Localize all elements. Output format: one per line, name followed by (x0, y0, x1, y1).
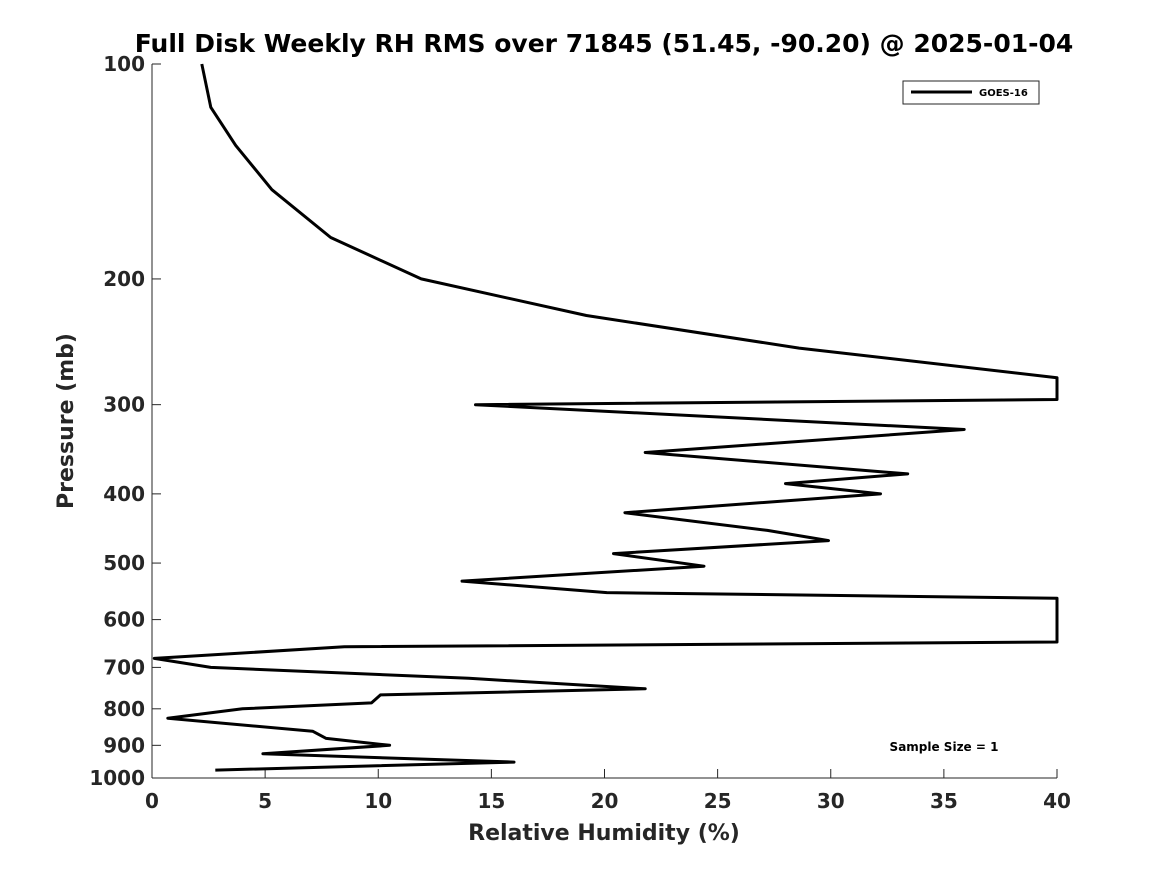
y-tick-label: 800 (103, 697, 145, 721)
y-tick-label: 500 (103, 551, 145, 575)
y-tick-label: 700 (103, 655, 145, 679)
y-tick-label: 900 (103, 733, 145, 757)
y-axis-ticks: 100 200 300 400 500 600 700 800 900 1000 (89, 52, 161, 790)
sample-size-annotation: Sample Size = 1 (890, 740, 999, 754)
x-tick-label: 5 (258, 789, 272, 813)
x-axis-label: Relative Humidity (%) (468, 821, 740, 846)
y-tick-label: 100 (103, 52, 145, 76)
x-tick-label: 20 (591, 789, 619, 813)
y-tick-label: 600 (103, 608, 145, 632)
x-tick-label: 30 (817, 789, 845, 813)
x-tick-label: 0 (145, 789, 159, 813)
series-line-goes-16 (152, 63, 1059, 772)
series-layer (152, 63, 1059, 772)
x-tick-label: 35 (930, 789, 958, 813)
x-tick-label: 10 (364, 789, 392, 813)
y-tick-label: 1000 (89, 766, 145, 790)
x-tick-label: 15 (477, 789, 505, 813)
y-tick-label: 400 (103, 482, 145, 506)
x-tick-label: 25 (704, 789, 732, 813)
y-tick-label: 200 (103, 267, 145, 291)
y-tick-label: 300 (103, 393, 145, 417)
x-axis-ticks: 0 5 10 15 20 25 30 35 40 (145, 769, 1071, 813)
y-axis-label: Pressure (mb) (54, 333, 79, 509)
legend-label-goes16: GOES-16 (979, 88, 1028, 99)
x-tick-label: 40 (1043, 789, 1071, 813)
legend: GOES-16 (902, 80, 1040, 105)
chart-title: Full Disk Weekly RH RMS over 71845 (51.4… (135, 29, 1074, 58)
